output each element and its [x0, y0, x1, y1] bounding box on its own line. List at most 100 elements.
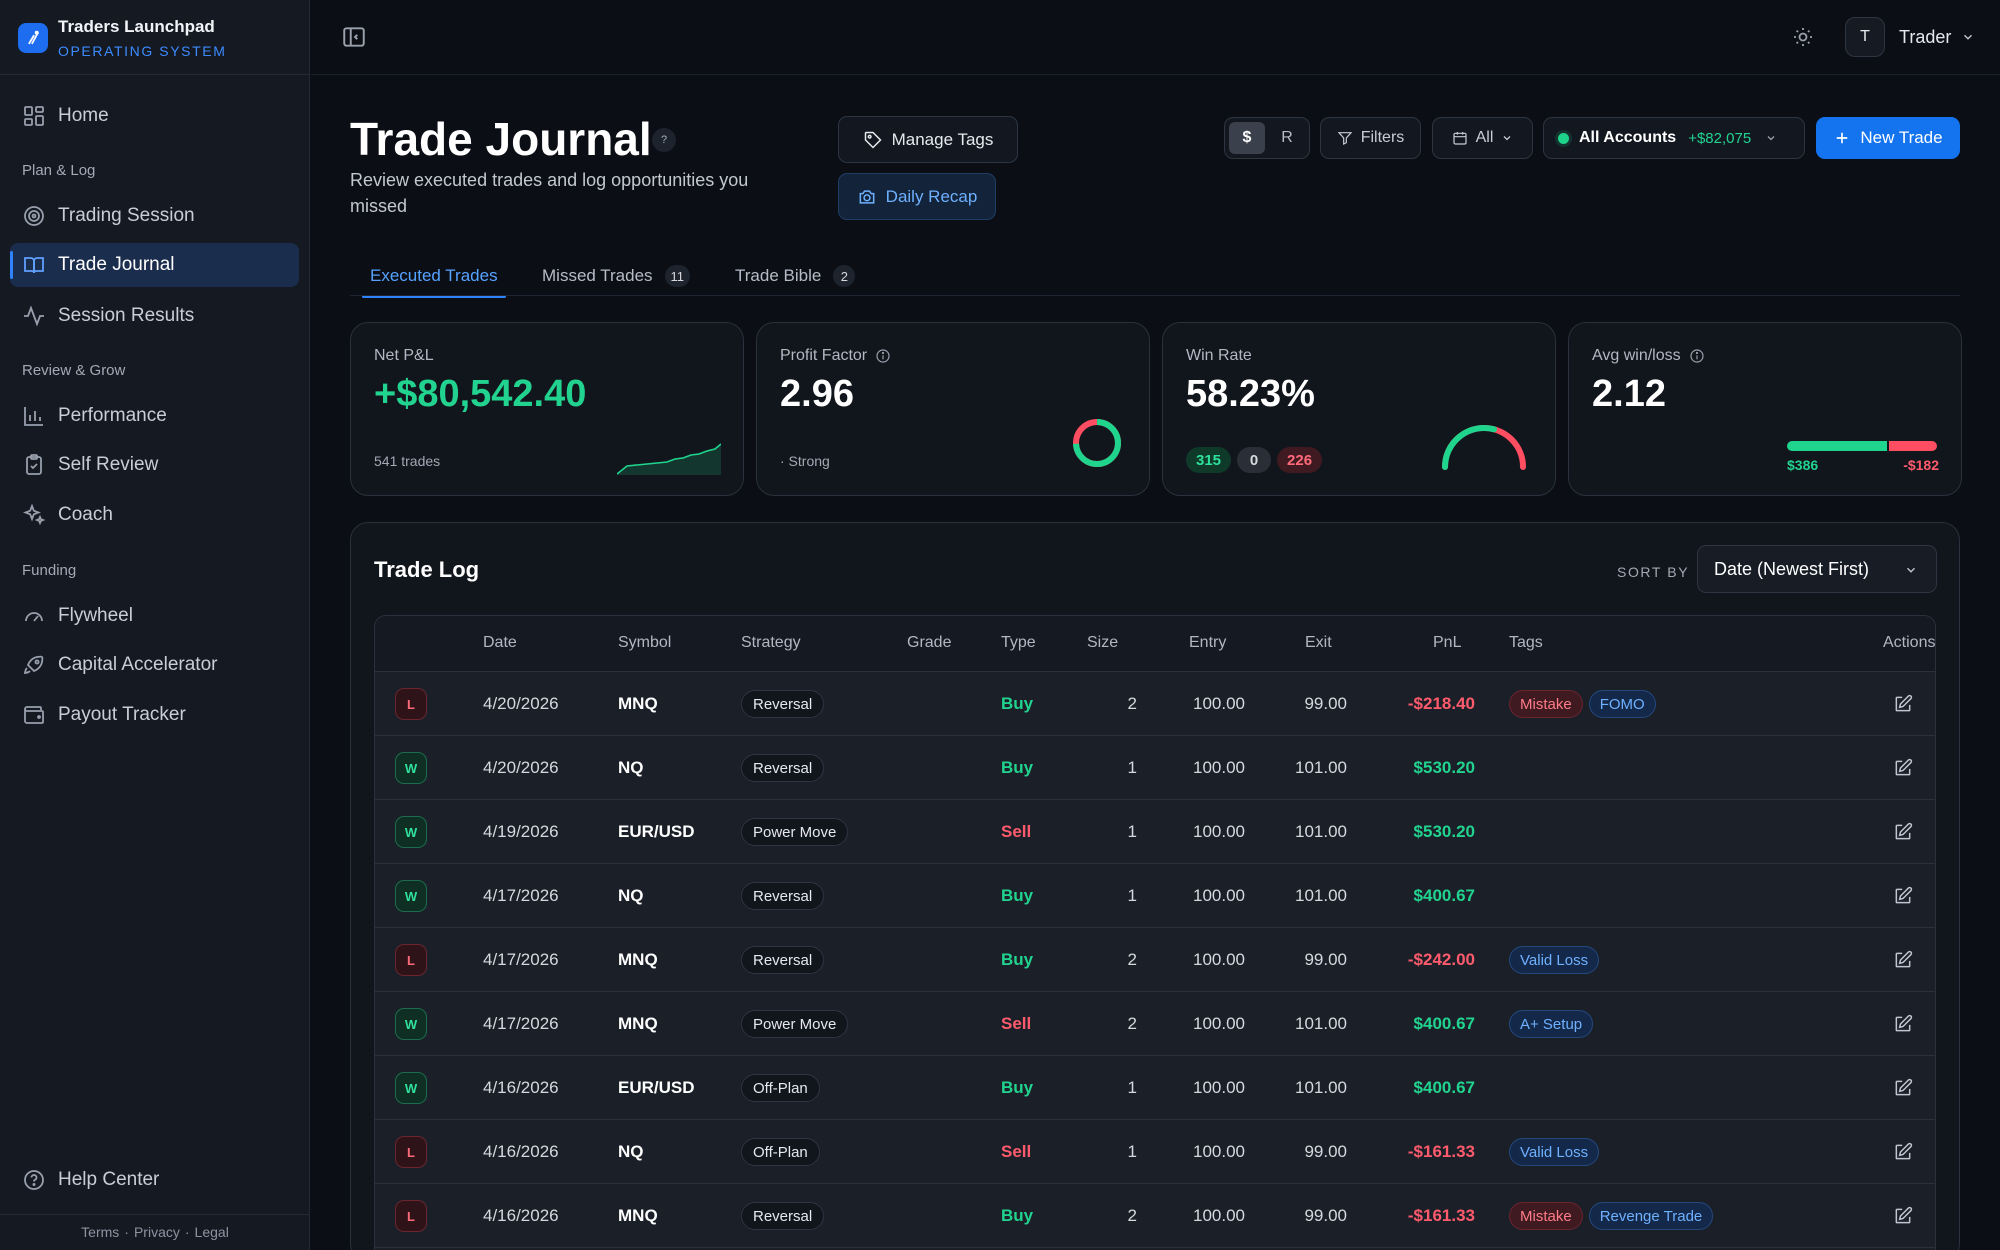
tag-chip[interactable]: Valid Loss [1509, 1138, 1600, 1166]
edit-icon[interactable] [1893, 950, 1913, 970]
accounts-total: +$82,075 [1688, 129, 1752, 147]
table-row[interactable]: L 4/20/2026 MNQ Reversal Buy 2 100.00 99… [375, 672, 1935, 736]
tab-executed-trades[interactable]: Executed Trades [362, 256, 506, 298]
tag-chip[interactable]: FOMO [1588, 690, 1656, 718]
column-header-entry[interactable]: Entry [1189, 634, 1227, 651]
column-header-date[interactable]: Date [483, 634, 517, 651]
brand-subtitle: OPERATING SYSTEM [58, 43, 227, 59]
breakeven-badge: 0 [1237, 447, 1272, 473]
sidebar-item-label: Trading Session [58, 205, 195, 226]
sort-select[interactable]: Date (Newest First) [1697, 545, 1937, 593]
edit-icon[interactable] [1893, 758, 1913, 778]
exit-cell: 99.00 [1304, 1206, 1347, 1225]
column-header-exit[interactable]: Exit [1305, 634, 1332, 651]
strategy-cell: Power Move [741, 992, 849, 1056]
privacy-link[interactable]: Privacy [133, 1224, 180, 1240]
strategy-chip: Off-Plan [741, 1138, 820, 1166]
profit-factor-card: Profit Factor 2.96 · Strong [756, 322, 1150, 496]
edit-icon[interactable] [1893, 1142, 1913, 1162]
sidebar-item-performance[interactable]: Performance [10, 394, 299, 438]
edit-icon[interactable] [1893, 1078, 1913, 1098]
column-header-tags[interactable]: Tags [1509, 634, 1543, 651]
strategy-chip: Off-Plan [741, 1074, 820, 1102]
sidebar-item-payout-tracker[interactable]: Payout Tracker [10, 693, 299, 737]
accounts-select[interactable]: All Accounts +$82,075 [1543, 117, 1805, 159]
tab-trade-bible[interactable]: Trade Bible 2 [735, 256, 856, 296]
sidebar-item-coach[interactable]: Coach [10, 493, 299, 537]
edit-icon[interactable] [1893, 1206, 1913, 1226]
sidebar-item-flywheel[interactable]: Flywheel [10, 594, 299, 638]
column-header-size[interactable]: Size [1087, 634, 1119, 651]
tag-chip[interactable]: Revenge Trade [1588, 1202, 1714, 1230]
exit-cell: 101.00 [1295, 886, 1347, 905]
user-menu[interactable]: T Trader [1845, 16, 1975, 58]
size-cell: 1 [1127, 822, 1137, 841]
daily-recap-button[interactable]: Daily Recap [838, 173, 996, 220]
filters-button[interactable]: Filters [1320, 117, 1421, 159]
type-cell: Buy [1001, 694, 1034, 713]
exit-cell: 99.00 [1304, 1142, 1347, 1161]
edit-icon[interactable] [1893, 886, 1913, 906]
column-header-grade[interactable]: Grade [907, 634, 952, 651]
edit-icon[interactable] [1893, 694, 1913, 714]
sidebar-item-help-center[interactable]: Help Center [10, 1158, 299, 1202]
help-tooltip-icon[interactable]: ? [652, 128, 676, 152]
tag-chip[interactable]: A+ Setup [1509, 1010, 1594, 1038]
tab-label: Missed Trades [542, 266, 653, 285]
sidebar-item-trading-session[interactable]: Trading Session [10, 194, 299, 238]
tag-chip[interactable]: Mistake [1509, 690, 1583, 718]
tab-label: Executed Trades [370, 266, 498, 285]
avatar: T [1845, 17, 1885, 57]
edit-icon[interactable] [1893, 822, 1913, 842]
exit-cell: 101.00 [1295, 1078, 1347, 1097]
legal-link[interactable]: Legal [194, 1224, 229, 1240]
new-trade-button[interactable]: New Trade [1816, 117, 1960, 159]
entry-cell: 100.00 [1193, 694, 1245, 713]
sidebar-item-self-review[interactable]: Self Review [10, 443, 299, 487]
brand[interactable]: Traders Launchpad OPERATING SYSTEM [18, 14, 226, 62]
strategy-chip: Reversal [741, 1202, 825, 1230]
nav-section-plan-log: Plan & Log [22, 162, 96, 179]
table-row[interactable]: L 4/17/2026 MNQ Reversal Buy 2 100.00 99… [375, 928, 1935, 992]
sun-icon[interactable] [1791, 25, 1815, 49]
table-row[interactable]: L 4/16/2026 MNQ Reversal Buy 2 100.00 99… [375, 1184, 1935, 1248]
card-label: Profit Factor [780, 347, 891, 365]
table-row[interactable]: W 4/16/2026 EUR/USD Off-Plan Buy 1 100.0… [375, 1056, 1935, 1120]
toggle-dollar[interactable]: $ [1229, 122, 1265, 154]
symbol-cell: NQ [618, 886, 644, 905]
table-row[interactable]: W 4/17/2026 MNQ Power Move Sell 2 100.00… [375, 992, 1935, 1056]
table-row[interactable]: W 4/20/2026 NQ Reversal Buy 1 100.00 101… [375, 736, 1935, 800]
actions-cell [1893, 928, 1913, 992]
result-cell: L [395, 672, 427, 736]
manage-tags-button[interactable]: Manage Tags [838, 116, 1018, 163]
tab-missed-trades[interactable]: Missed Trades 11 [542, 256, 691, 296]
sidebar-item-capital-accelerator[interactable]: Capital Accelerator [10, 643, 299, 687]
info-icon[interactable] [1689, 348, 1705, 364]
activity-icon [24, 305, 44, 327]
table-row[interactable]: W 4/17/2026 NQ Reversal Buy 1 100.00 101… [375, 864, 1935, 928]
column-header-type[interactable]: Type [1001, 634, 1036, 651]
terms-link[interactable]: Terms [81, 1224, 120, 1240]
trade-count: 541 trades [374, 453, 441, 469]
column-header-symbol[interactable]: Symbol [618, 634, 672, 651]
tag-chip[interactable]: Mistake [1509, 1202, 1583, 1230]
table-row[interactable]: W 4/19/2026 EUR/USD Power Move Sell 1 10… [375, 800, 1935, 864]
exit-cell: 99.00 [1304, 950, 1347, 969]
tag-chip[interactable]: Valid Loss [1509, 946, 1600, 974]
toggle-r-multiple[interactable]: R [1281, 129, 1293, 146]
result-badge: W [395, 816, 427, 848]
sidebar-item-home[interactable]: Home [10, 94, 299, 138]
sidebar-toggle-icon[interactable] [341, 24, 367, 50]
table-row[interactable]: L 4/16/2026 NQ Off-Plan Sell 1 100.00 99… [375, 1120, 1935, 1184]
column-header-pnl[interactable]: PnL [1433, 634, 1462, 651]
trade-log-panel: Trade Log SORT BY Date (Newest First) Da… [350, 522, 1960, 1250]
strategy-chip: Reversal [741, 946, 825, 974]
info-icon[interactable] [875, 348, 891, 364]
date-range-select[interactable]: All [1432, 117, 1533, 159]
actions-cell [1893, 1056, 1913, 1120]
page-title: Trade Journal [350, 113, 652, 165]
sidebar-item-trade-journal[interactable]: Trade Journal [10, 243, 299, 287]
edit-icon[interactable] [1893, 1014, 1913, 1034]
column-header-strategy[interactable]: Strategy [741, 634, 801, 651]
sidebar-item-session-results[interactable]: Session Results [10, 294, 299, 338]
